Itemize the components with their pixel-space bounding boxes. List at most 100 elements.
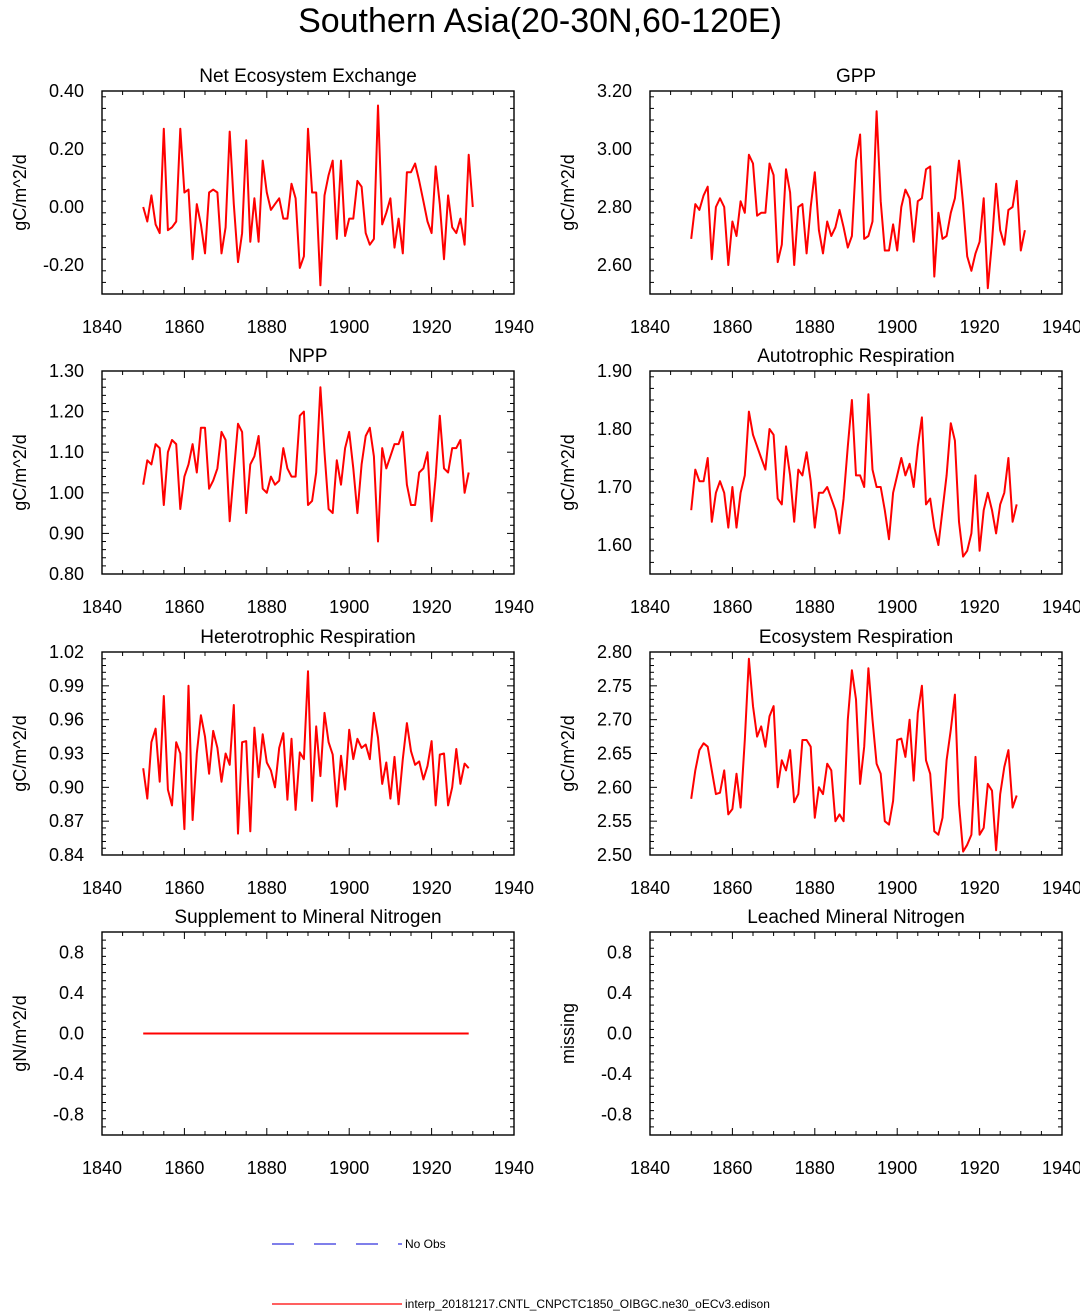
plot-frame: [649, 90, 1063, 295]
panel-gpp: GPP gC/m^2/d 1840 1860 1880 1900 1920 1940 2.60 2…: [558, 66, 1080, 337]
x-tick-label: 1920: [412, 597, 452, 617]
x-tick-label: 1840: [630, 597, 670, 617]
x-tick-label: 1900: [877, 878, 917, 898]
figure-title: Southern Asia(20-30N,60-120E): [298, 2, 782, 40]
x-tick-label: 1840: [82, 597, 122, 617]
x-tick-label: 1920: [960, 1158, 1000, 1178]
legend: No Obs interp_20181217.CNTL_CNPCTC1850_O…: [272, 1237, 770, 1311]
x-tick-label: 1900: [329, 1158, 369, 1178]
legend-label-no-obs: No Obs: [405, 1237, 446, 1251]
x-tick-label: 1880: [795, 878, 835, 898]
x-tick-label: 1940: [494, 317, 534, 337]
y-tick-label: 0.99: [49, 676, 84, 696]
y-axis-label: gC/m^2/d: [558, 715, 578, 791]
y-tick-label: 0.90: [49, 777, 84, 797]
y-tick-label: 1.20: [49, 402, 84, 422]
x-tick-label: 1940: [1042, 317, 1080, 337]
x-tick-label: 1900: [329, 597, 369, 617]
x-tick-label: 1880: [795, 1158, 835, 1178]
x-tick-label: 1860: [712, 878, 752, 898]
x-tick-label: 1880: [795, 597, 835, 617]
series-line: [690, 657, 1018, 853]
y-tick-label: -0.8: [601, 1105, 632, 1125]
x-tick-label: 1840: [630, 1158, 670, 1178]
panel-leached-mineral-nitrogen: Leached Mineral Nitrogen missing 1840 1860 1…: [558, 907, 1080, 1178]
y-tick-label: 0.84: [49, 845, 84, 865]
y-tick-label: 1.02: [49, 642, 84, 662]
panel-title: Ecosystem Respiration: [759, 627, 953, 648]
x-tick-label: 1920: [960, 597, 1000, 617]
panel-net-ecosystem-exchange: Net Ecosystem Exchange gC/m^2/d 1840 1860 18…: [10, 66, 534, 337]
x-tick-label: 1920: [412, 317, 452, 337]
panel-title: NPP: [288, 346, 327, 367]
y-tick-label: 2.60: [597, 777, 632, 797]
x-tick-label: 1920: [960, 317, 1000, 337]
legend-label-model: interp_20181217.CNTL_CNPCTC1850_OIBGC.ne…: [405, 1297, 770, 1311]
panel-autotrophic-respiration: Autotrophic Respiration gC/m^2/d 1840 1860 1…: [558, 346, 1080, 617]
y-tick-label: 0.8: [59, 942, 84, 962]
panel-supplement-to-mineral-nitrogen: Supplement to Mineral Nitrogen gN/m^2/d 18…: [10, 907, 534, 1178]
x-tick-label: 1840: [630, 878, 670, 898]
y-tick-label: 0.00: [49, 197, 84, 217]
x-tick-label: 1900: [877, 597, 917, 617]
x-tick-label: 1840: [82, 1158, 122, 1178]
x-tick-label: 1880: [247, 1158, 287, 1178]
y-tick-label: 1.60: [597, 535, 632, 555]
y-axis-label: gC/m^2/d: [558, 434, 578, 510]
y-tick-label: -0.4: [53, 1064, 84, 1084]
x-tick-label: 1940: [1042, 597, 1080, 617]
x-tick-label: 1920: [412, 878, 452, 898]
x-tick-label: 1860: [164, 1158, 204, 1178]
x-tick-label: 1860: [712, 597, 752, 617]
panel-ecosystem-respiration: Ecosystem Respiration gC/m^2/d 1840 1860 188…: [558, 627, 1080, 898]
x-tick-label: 1840: [630, 317, 670, 337]
y-tick-label: 1.30: [49, 361, 84, 381]
panel-heterotrophic-respiration: Heterotrophic Respiration gC/m^2/d 1840 186…: [10, 627, 534, 898]
x-tick-label: 1840: [82, 317, 122, 337]
x-tick-label: 1860: [712, 1158, 752, 1178]
x-tick-label: 1900: [329, 317, 369, 337]
x-tick-label: 1920: [412, 1158, 452, 1178]
panel-title: Supplement to Mineral Nitrogen: [174, 907, 441, 928]
y-tick-label: -0.8: [53, 1105, 84, 1125]
series-line: [142, 670, 470, 835]
panel-title: Leached Mineral Nitrogen: [747, 907, 965, 928]
y-tick-label: 0.80: [49, 564, 84, 584]
plot-frame: [649, 651, 1063, 856]
x-tick-label: 1860: [164, 317, 204, 337]
x-tick-label: 1900: [877, 317, 917, 337]
y-tick-label: 2.65: [597, 744, 632, 764]
x-tick-label: 1860: [712, 317, 752, 337]
y-axis-label: gN/m^2/d: [10, 995, 30, 1071]
x-tick-label: 1900: [329, 878, 369, 898]
series-line: [690, 393, 1018, 558]
panel-title: Heterotrophic Respiration: [200, 627, 415, 648]
y-tick-label: 2.55: [597, 811, 632, 831]
y-tick-label: 2.70: [597, 710, 632, 730]
y-tick-label: 2.75: [597, 676, 632, 696]
x-tick-label: 1880: [247, 878, 287, 898]
y-tick-label: 0.20: [49, 139, 84, 159]
x-tick-label: 1860: [164, 597, 204, 617]
series-line: [142, 104, 474, 287]
y-axis-label: gC/m^2/d: [10, 715, 30, 791]
y-tick-label: 1.10: [49, 442, 84, 462]
x-tick-label: 1940: [1042, 1158, 1080, 1178]
x-tick-label: 1880: [247, 597, 287, 617]
y-tick-label: 1.70: [597, 477, 632, 497]
y-tick-label: 0.4: [59, 983, 84, 1003]
y-axis-label: gC/m^2/d: [558, 154, 578, 230]
y-tick-label: 0.0: [59, 1024, 84, 1044]
x-tick-label: 1940: [494, 1158, 534, 1178]
panel-npp: NPP gC/m^2/d 1840 1860 1880 1900 1920 1940 0.80 0…: [10, 346, 534, 617]
y-tick-label: 0.96: [49, 710, 84, 730]
panel-title: GPP: [836, 66, 876, 87]
y-tick-label: -0.20: [43, 255, 84, 275]
plot-frame: [101, 931, 515, 1136]
x-tick-label: 1940: [1042, 878, 1080, 898]
panel-title: Autotrophic Respiration: [757, 346, 955, 367]
y-tick-label: 0.87: [49, 811, 84, 831]
y-axis-label: missing: [558, 1003, 578, 1064]
plot-frame: [649, 370, 1063, 575]
